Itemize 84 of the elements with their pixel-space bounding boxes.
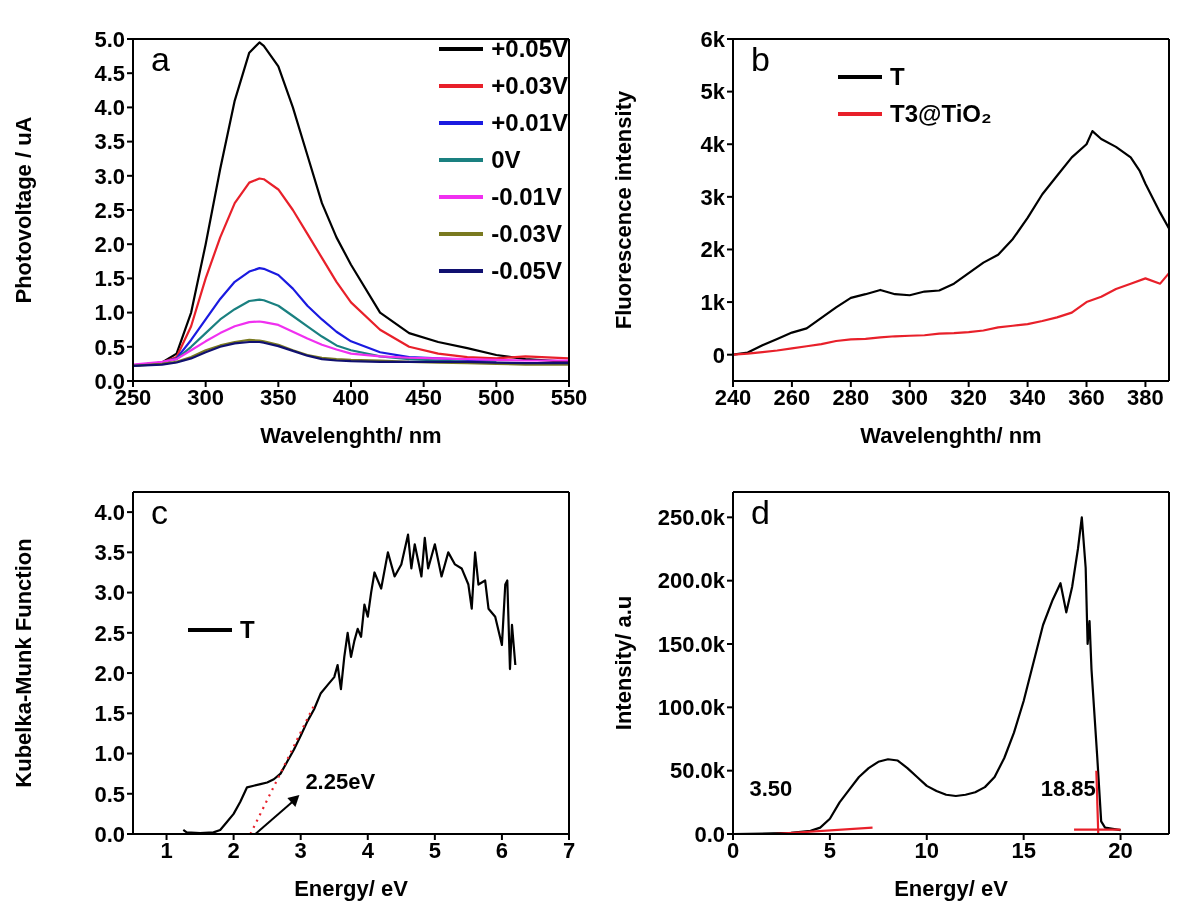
annotation: a [151, 40, 170, 78]
x-tick-label: 15 [1011, 837, 1036, 863]
y-tick-label: 0.5 [94, 334, 125, 360]
y-tick-label: 0.0 [694, 821, 725, 847]
y-tick-label: 3.0 [94, 163, 125, 189]
y-tick-label: 4.0 [94, 95, 125, 121]
y-tick-label: 0 [712, 342, 725, 368]
y-tick-label: 1.5 [94, 701, 125, 727]
x-tick-label: 380 [1127, 384, 1164, 410]
line-series [733, 272, 1169, 356]
x-tick-label: 4 [361, 837, 375, 863]
x-axis-title: Wavelenghth/ nm [860, 423, 1042, 448]
x-axis-title: Energy/ eV [294, 876, 409, 901]
x-tick-label: 6 [495, 837, 509, 863]
y-tick-label: 150.0k [657, 631, 726, 657]
x-tick-label: 5 [823, 837, 837, 863]
y-tick-label: 5.0 [94, 26, 125, 52]
x-tick-label: 350 [259, 384, 297, 410]
x-tick-label: 340 [1009, 384, 1046, 410]
x-tick-label: 1 [160, 837, 173, 863]
y-tick-label: 3.0 [94, 580, 125, 606]
legend-label: T3@TiO₂ [890, 99, 992, 128]
y-tick-label: 6k [700, 26, 726, 52]
x-tick-label: 2 [227, 837, 240, 863]
annotation: c [151, 493, 168, 531]
y-tick-label: 2.0 [94, 232, 125, 258]
y-tick-label: 3.5 [94, 540, 125, 566]
y-tick-label: 100.0k [657, 695, 726, 721]
legend-label: -0.05V [491, 256, 562, 285]
x-tick-label: 240 [714, 384, 752, 410]
y-tick-label: 1.5 [94, 266, 125, 292]
y-tick-label: 1k [700, 289, 726, 315]
y-tick-label: 2.5 [94, 197, 125, 223]
annotation: b [751, 40, 770, 78]
x-tick-label: 260 [773, 384, 811, 410]
legend-label: +0.05V [491, 34, 568, 63]
y-axis-title: Photovoltage / uA [10, 116, 36, 304]
x-tick-label: 3 [294, 837, 307, 863]
y-tick-label: 3.5 [94, 129, 125, 155]
annotation: 2.25eV [305, 769, 376, 794]
line-series [133, 320, 569, 366]
y-tick-label: 200.0k [657, 568, 726, 594]
x-tick-label: 10 [914, 837, 940, 863]
y-tick-label: 4.5 [94, 61, 125, 87]
y-tick-label: 2k [700, 237, 726, 263]
y-axis-title: Fluorescence intensity [610, 90, 636, 330]
x-tick-label: 7 [562, 837, 576, 863]
y-tick-label: 0.0 [94, 821, 125, 847]
x-tick-label: 280 [832, 384, 870, 410]
legend-label: T [240, 615, 255, 644]
x-tick-label: 300 [891, 384, 929, 410]
y-tick-label: 1.0 [94, 741, 125, 767]
y-tick-label: 4.0 [94, 499, 125, 525]
y-tick-label: 250.0k [657, 505, 726, 531]
legend-label: +0.01V [491, 108, 568, 137]
x-tick-label: 400 [332, 384, 370, 410]
x-axis-title: Energy/ eV [894, 876, 1009, 901]
y-axis-title: Kubelka-Munk Function [10, 538, 36, 788]
y-tick-label: 0.5 [94, 781, 125, 807]
legend-label: +0.03V [491, 71, 568, 100]
y-tick-label: 2.0 [94, 660, 125, 686]
annotation: 3.50 [749, 776, 793, 801]
x-tick-label: 360 [1068, 384, 1105, 410]
y-tick-label: 5k [700, 79, 726, 105]
x-tick-label: 20 [1108, 837, 1133, 863]
y-axis-title: Intensity/ a.u [610, 595, 636, 731]
annotation: 18.85 [1040, 776, 1096, 801]
legend-label: -0.03V [491, 219, 562, 248]
x-tick-label: 5 [428, 837, 441, 863]
x-axis-title: Wavelenghth/ nm [260, 423, 442, 448]
y-tick-label: 50.0k [669, 758, 726, 784]
x-tick-label: 320 [950, 384, 988, 410]
x-tick-label: 550 [550, 384, 588, 410]
y-tick-label: 1.0 [94, 300, 125, 326]
x-tick-label: 500 [477, 384, 515, 410]
x-tick-label: 300 [187, 384, 225, 410]
y-tick-label: 3k [700, 184, 726, 210]
legend-label: 0V [491, 145, 521, 174]
y-tick-label: 2.5 [94, 620, 125, 646]
legend-label: -0.01V [491, 182, 562, 211]
x-tick-label: 450 [405, 384, 443, 410]
y-tick-label: 4k [700, 132, 726, 158]
legend-label: T [890, 62, 905, 91]
annotation: d [751, 493, 770, 531]
